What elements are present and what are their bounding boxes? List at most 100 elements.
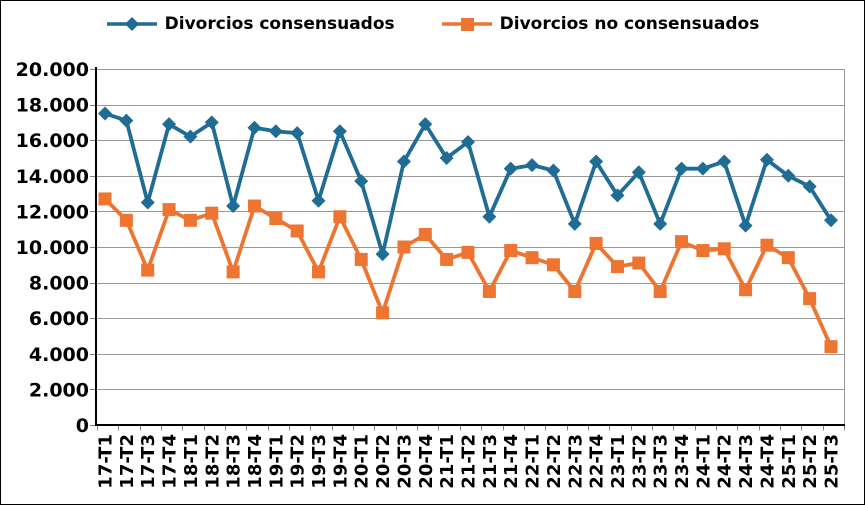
legend-label-no-consensuados: Divorcios no consensuados [499,14,760,34]
x-axis-label: 25-T3 [822,434,843,489]
x-axis-label: 20-T1 [352,434,373,489]
data-point-square [696,244,710,258]
data-point-square [525,251,539,265]
data-point-diamond [546,163,561,178]
data-point-diamond [781,168,796,183]
data-point-square [632,256,646,270]
x-axis-label: 18-T4 [245,434,266,489]
data-point-diamond [290,126,305,141]
y-axis-label: 10.000 [16,237,89,259]
data-point-square [781,251,795,265]
data-point-diamond [439,151,454,165]
data-point-diamond [802,179,817,194]
y-axis-label: 18.000 [16,95,89,117]
data-point-square [183,213,197,227]
data-point-diamond [98,106,112,121]
x-axis-label: 24-T1 [693,434,714,489]
x-axis-label: 20-T2 [373,434,394,489]
data-point-diamond [567,216,582,231]
data-point-square [653,285,667,298]
x-axis-label: 23-T4 [672,434,693,489]
y-axis-label: 2.000 [29,379,89,401]
x-axis-label: 25-T1 [779,434,800,489]
x-axis-label: 24-T2 [715,434,736,489]
x-axis-label: 24-T4 [757,434,778,489]
data-point-square [675,235,689,249]
x-axis-label: 23-T2 [629,434,650,489]
data-point-diamond [503,161,518,176]
legend-square-marker-icon [441,18,492,31]
data-point-diamond [140,195,155,210]
data-point-square [226,265,240,279]
x-axis-label: 17-T3 [138,434,159,489]
data-point-square [760,238,774,252]
data-point-diamond [226,199,241,214]
data-point-square [162,203,176,217]
data-point-square [205,206,219,220]
data-point-diamond [268,124,283,139]
x-axis-label: 22-T2 [544,434,565,489]
x-axis-label: 17-T1 [96,434,117,489]
data-point-diamond [589,154,604,169]
y-axis-label: 8.000 [29,273,89,295]
data-point-diamond [375,247,390,262]
data-point-square [269,212,283,226]
x-axis-label: 17-T4 [160,434,181,489]
y-axis-label: 12.000 [16,201,89,223]
chart-legend: Divorcios consensuados Divorcios no cons… [1,14,864,34]
x-axis-label: 23-T1 [608,434,629,489]
data-point-square [354,252,368,266]
legend-item-consensuados: Divorcios consensuados [106,14,395,34]
x-axis-label: 22-T3 [565,434,586,489]
data-point-square [98,192,112,206]
data-point-square [418,228,432,242]
x-axis-label: 19-T1 [266,434,287,489]
data-point-diamond [396,154,411,169]
legend-diamond-marker-icon [106,17,157,31]
x-axis-label: 18-T2 [202,434,223,489]
data-point-square [546,258,560,272]
data-point-square [397,240,411,254]
data-point-diamond [204,115,219,130]
data-point-square [824,340,838,354]
x-axis-label: 19-T2 [288,434,309,489]
data-point-square [376,306,390,320]
x-axis-label: 19-T3 [309,434,330,489]
y-axis-label: 16.000 [16,130,89,152]
x-axis-label: 21-T2 [459,434,480,489]
data-point-diamond [418,117,433,132]
x-axis-label: 25-T2 [800,434,821,489]
data-point-square [312,265,326,279]
data-point-diamond [119,113,134,128]
data-point-diamond [631,165,646,180]
data-point-diamond [653,216,668,231]
data-point-diamond [311,193,326,208]
x-axis-label: 21-T3 [480,434,501,489]
data-point-diamond [525,158,540,173]
x-axis-label: 21-T4 [501,434,522,489]
data-point-square [717,242,731,256]
legend-item-no-consensuados: Divorcios no consensuados [441,14,760,34]
data-point-square [440,252,454,266]
y-axis-label: 14.000 [16,166,89,188]
data-point-diamond [332,124,347,139]
data-point-diamond [674,161,689,176]
data-point-diamond [247,120,262,135]
y-axis-label: 6.000 [29,308,89,330]
x-axis-label: 20-T3 [394,434,415,489]
legend-label-consensuados: Divorcios consensuados [164,14,395,34]
x-axis-label: 22-T4 [587,434,608,489]
data-point-square [803,292,817,306]
data-point-diamond [354,174,369,189]
data-point-square [119,213,133,227]
x-axis-label: 18-T3 [224,434,245,489]
y-axis-label: 4.000 [29,344,89,366]
data-point-diamond [461,134,475,149]
data-point-diamond [717,154,732,169]
data-point-square [247,199,261,213]
data-point-square [482,285,496,298]
data-point-diamond [482,209,497,224]
series-line-1 [103,197,833,349]
